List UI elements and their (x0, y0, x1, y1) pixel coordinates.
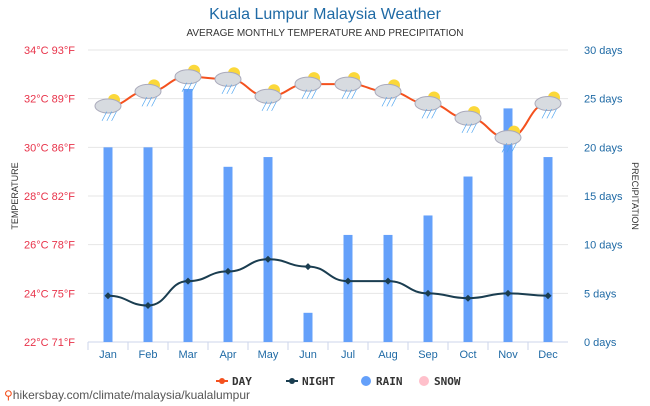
cloud-icon (294, 76, 322, 92)
left-tick-label: 26°C 78°F (24, 240, 75, 252)
footer-link[interactable]: ⚲hikersbay.com/climate/malaysia/kualalum… (4, 388, 250, 402)
rain-bar (503, 108, 513, 343)
left-tick-label: 22°C 71°F (24, 337, 75, 349)
rain-drops-icon: ╱╱╱ (421, 109, 438, 119)
rain-drops-icon: ╱╱╱ (101, 111, 118, 121)
legend-swatch-snow (419, 376, 429, 386)
cloud-icon (374, 83, 402, 99)
rain-drops-icon: ╱╱╱ (141, 96, 158, 106)
rain-bar (183, 88, 193, 342)
cloud-icon (414, 96, 442, 112)
cloud-icon (254, 88, 282, 104)
x-tick-label: Dec (538, 349, 558, 361)
night-marker (304, 263, 312, 271)
chart-title: Kuala Lumpur Malaysia Weather (209, 6, 441, 23)
right-axis-title: PRECIPITATION (630, 162, 640, 230)
legend-marker (219, 378, 225, 384)
left-tick-label: 30°C 86°F (24, 142, 75, 154)
legend-swatch-rain (361, 376, 371, 386)
rain-drops-icon: ╱╱╱ (381, 96, 398, 106)
rain-bar (303, 312, 313, 342)
night-marker (104, 292, 112, 300)
rain-drops-icon: ╱╱╱ (221, 84, 238, 94)
x-tick-label: Sep (418, 349, 438, 361)
night-marker (224, 267, 232, 275)
night-marker (184, 277, 192, 285)
x-tick-label: Aug (378, 349, 398, 361)
night-marker (424, 289, 432, 297)
cloud-icon (534, 96, 562, 112)
night-marker (344, 277, 352, 285)
left-tick-label: 24°C 75°F (24, 288, 75, 300)
right-tick-label: 30 days (584, 45, 623, 57)
right-tick-label: 15 days (584, 191, 623, 203)
right-tick-label: 5 days (584, 288, 617, 300)
rain-bar (223, 166, 233, 342)
rain-drops-icon: ╱╱╱ (341, 89, 358, 99)
rain-drops-icon: ╱╱╱ (461, 123, 478, 133)
right-tick-label: 25 days (584, 94, 623, 106)
rain-bar (103, 147, 113, 342)
night-marker (504, 289, 512, 297)
rain-bar (383, 234, 393, 342)
rain-bar (423, 215, 433, 342)
rain-drops-icon: ╱╱╱ (541, 109, 558, 119)
rain-bar (463, 176, 473, 342)
chart-subtitle: AVERAGE MONTHLY TEMPERATURE AND PRECIPIT… (186, 28, 464, 39)
cloud-icon (334, 76, 362, 92)
x-tick-label: Jan (99, 349, 117, 361)
rain-drops-icon: ╱╱╱ (261, 101, 278, 111)
rain-bar (263, 157, 273, 342)
left-tick-label: 34°C 93°F (24, 45, 75, 57)
x-tick-label: Jul (341, 349, 355, 361)
legend-label-rain: RAIN (376, 375, 403, 388)
x-tick-label: Feb (139, 349, 158, 361)
x-tick-label: Nov (498, 349, 518, 361)
legend-label-day: DAY (232, 375, 252, 388)
right-tick-label: 0 days (584, 337, 617, 349)
cloud-icon (174, 69, 202, 85)
legend-label-snow: SNOW (434, 375, 461, 388)
rain-bar (343, 234, 353, 342)
legend-label-night: NIGHT (302, 375, 335, 388)
night-marker (544, 292, 552, 300)
rain-drops-icon: ╱╱╱ (181, 82, 198, 92)
rain-drops-icon: ╱╱╱ (501, 143, 518, 153)
night-line (107, 258, 549, 307)
night-marker (384, 277, 392, 285)
x-tick-label: Mar (179, 349, 198, 361)
night-marker (464, 294, 472, 302)
cloud-icon (134, 83, 162, 99)
left-axis-title: TEMPERATURE (10, 162, 20, 229)
right-tick-label: 20 days (584, 142, 623, 154)
location-pin-icon: ⚲ (4, 388, 13, 402)
night-marker (144, 302, 152, 309)
x-tick-label: Oct (459, 349, 476, 361)
x-tick-label: Apr (219, 349, 236, 361)
x-tick-label: Jun (299, 349, 317, 361)
rain-bar (143, 147, 153, 342)
cloud-icon (454, 110, 482, 126)
left-tick-label: 32°C 89°F (24, 94, 75, 106)
legend-marker (289, 378, 295, 384)
day-line (107, 75, 549, 139)
rain-drops-icon: ╱╱╱ (301, 89, 318, 99)
left-tick-label: 28°C 82°F (24, 191, 75, 203)
cloud-icon (214, 71, 242, 87)
night-marker (264, 255, 272, 263)
footer-text: hikersbay.com/climate/malaysia/kualalump… (12, 388, 250, 402)
rain-bar (543, 157, 553, 342)
cloud-icon (94, 98, 122, 114)
cloud-icon (494, 130, 522, 146)
x-tick-label: May (258, 349, 279, 361)
right-tick-label: 10 days (584, 240, 623, 252)
